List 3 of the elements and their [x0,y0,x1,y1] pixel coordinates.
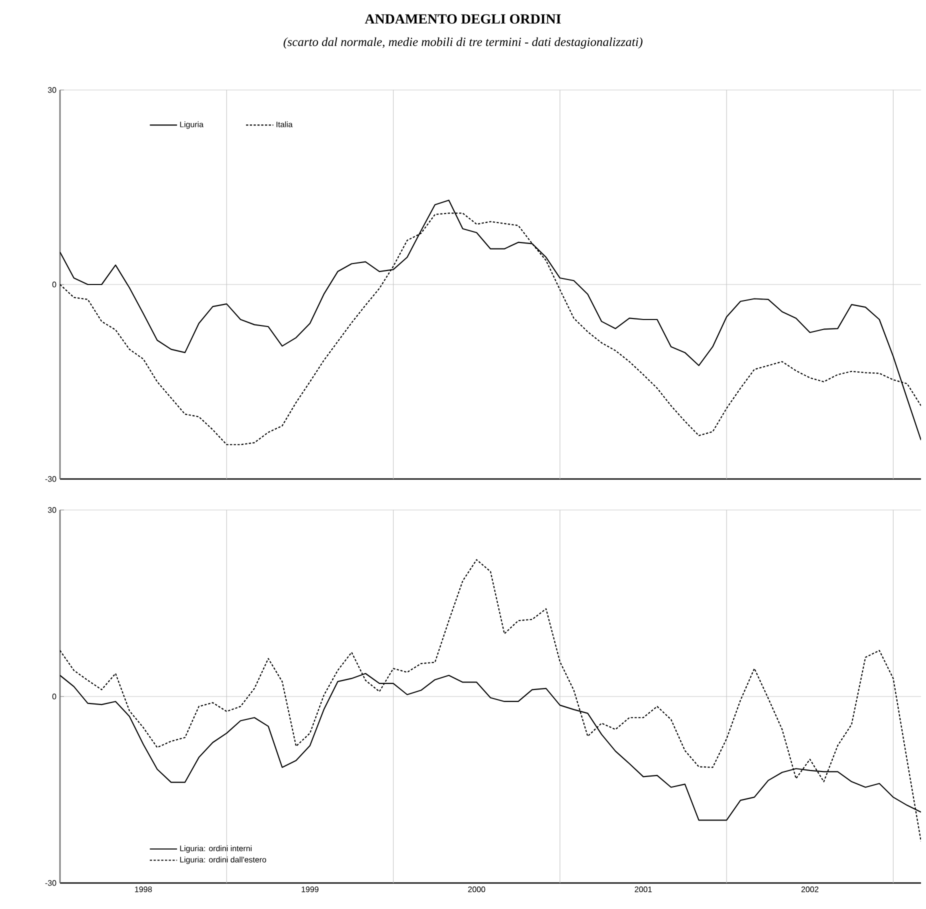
chart-title: ANDAMENTO DEGLI ORDINI [364,14,561,24]
line-series [60,559,922,842]
chart-subtitle: (scarto dal normale, medie mobili di tre termini - dati destagionalizzati) [284,37,642,49]
